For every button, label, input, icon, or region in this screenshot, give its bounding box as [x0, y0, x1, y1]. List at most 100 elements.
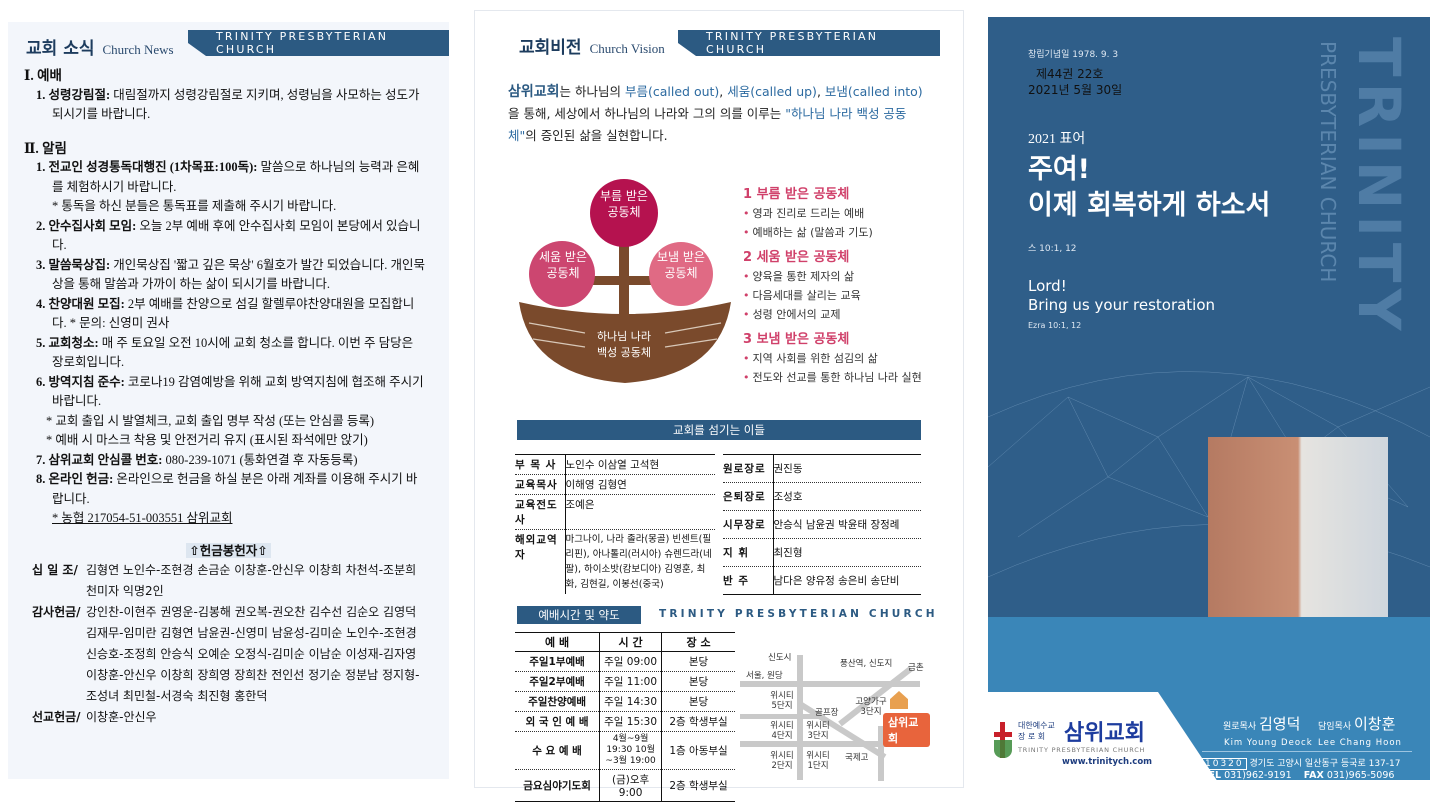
news-subtitle: Church News [102, 42, 174, 57]
diagram-right-label: 보냄 받은 공동체 [657, 250, 705, 280]
service-time: 4월~9월 19:30 10월~3월 19:00 [599, 731, 663, 770]
news-title-text: 교회 소식 [26, 39, 95, 59]
offering-type: 십 일 조/ [32, 563, 78, 577]
church-map: 신도시 풍산역, 신도지 금촌 서울, 원당 위시티 5단지 골프장 고양가구 … [740, 641, 930, 781]
diagram-left-label: 세움 받은 공동체 [539, 250, 587, 280]
map-label: 골프장 [815, 708, 839, 718]
map-road [740, 741, 890, 747]
offering-row: 선교헌금/이창훈-안신우 [8, 707, 449, 728]
point-heading: 1 부름 받은 공동체 [743, 187, 850, 202]
notice-note: * 교회 출입 시 발열체크, 교회 출입 명부 작성 (또는 안심콜 등록) [46, 413, 375, 428]
tel-number: 031)962-9191 [1224, 770, 1292, 780]
staff-role: 시무장로 [723, 510, 774, 539]
logo-church-name: 삼위교회 [1064, 721, 1145, 746]
staff-role: 지 휘 [723, 538, 774, 567]
notice-item: 2. 안수집사회 모임: 오늘 2부 예배 후에 안수집사회 모임이 본당에서 … [22, 217, 449, 256]
notice-item: 7. 삼위교회 안심콜 번호: 080-239-1071 (통화연결 후 자동등… [22, 451, 449, 471]
pastor-emeritus-name: 김영덕 [1259, 715, 1301, 733]
item-text: 080-239-1071 (통화연결 후 자동등록) [162, 452, 358, 467]
cross-horizontal [570, 276, 680, 285]
diagram-top-label: 부름 받은 공동체 [600, 189, 648, 219]
map-road [740, 714, 825, 719]
intro-text: 을 통해, 세상에서 하나님의 나라와 그의 의를 이루는 [508, 106, 786, 121]
point-item: 지역 사회를 위한 섬김의 삶 [743, 349, 922, 368]
item-label: 4. 찬양대원 모집: [36, 296, 125, 311]
column-header: 장 소 [661, 632, 735, 652]
logo-small1: 대한예수교 [1018, 721, 1055, 730]
table-row: 은퇴장로 조성호 [723, 482, 921, 511]
schedule-title: 예배시간 및 약도 [517, 606, 641, 624]
vertical-trinity: TRINITY [1345, 37, 1413, 337]
staff-names: 노인수 이삼열 고석현 [565, 454, 715, 475]
table-row: 원로장로 권진동 [723, 454, 921, 483]
postcode: 10320 [1202, 758, 1247, 770]
service-name: 주일1부예배 [515, 651, 601, 672]
service-place: 2층 학생부실 [661, 711, 735, 732]
bulletin-date: 2021년 5월 30일 [1028, 83, 1123, 97]
notice-item: 6. 방역지침 준수: 코로나19 감염예방을 위해 교회 방역지침에 협조해 … [22, 373, 449, 412]
bank-account: * 농협 217054-51-003551 삼위교회 [52, 511, 233, 525]
senior-pastor: 담임목사 이창훈 [1318, 713, 1395, 734]
service-time: 주일 09:00 [599, 651, 663, 672]
cover-panel: 창립기념일 1978. 9. 3 제44권 22호 2021년 5월 30일 2… [988, 17, 1430, 780]
staff-role: 부 목 사 [515, 454, 566, 475]
table-row: 반 주 남다은 양유정 송은비 송단비 [723, 566, 921, 595]
service-place: 본당 [661, 691, 735, 712]
staff-role: 교육전도사 [515, 494, 566, 530]
section-heading: Ⅰ. 예배 [24, 68, 62, 83]
item-text: 말씀으로 하나님의 능력과 은혜를 체험하시기 바랍니다. [52, 160, 420, 194]
offering-names: 강인찬-이현주 권영운-김봉해 권오복-권오찬 김수선 김순오 김영덕 김재무-… [86, 605, 420, 703]
fax-number: 031)965-5096 [1326, 770, 1395, 780]
motto-line1: 주여! [1028, 154, 1090, 185]
motto-label: 2021 표어 [1028, 132, 1086, 147]
map-label: 금촌 [908, 663, 924, 673]
notice-item: 4. 찬양대원 모집: 2부 예배를 찬양으로 섬길 할렐루야찬양대원을 모집합… [22, 295, 449, 334]
notice-note: * 예배 시 마스크 착용 및 안전거리 유지 (표시된 좌석에만 앉기) [46, 433, 368, 447]
point-item: 전도와 선교를 통한 하나님 나라 실현 [743, 368, 922, 387]
intro-text: , [719, 84, 728, 99]
vision-points: 1 부름 받은 공동체 영과 진리로 드리는 예배 예배하는 삶 (말씀과 기도… [743, 179, 922, 387]
staff-names: 안승식 남윤권 박윤태 장정례 [773, 510, 921, 539]
vertical-presbyterian-church: PRESBYTERIAN CHURCH [1316, 41, 1340, 283]
notice-item: 1. 전교인 성경통독대행진 (1차목표:100독): 말씀으로 하나님의 능력… [22, 158, 449, 197]
table-row: 주일2부예배 주일 11:00 본당 [515, 671, 735, 692]
intro-highlight: 세움(called up) [727, 84, 817, 99]
staff-names: 마그나이, 나라 졸라(몽골) 빈센트(필리핀), 아나톨리(러시아) 슈렌드라… [565, 534, 712, 590]
point-item: 영과 진리로 드리는 예배 [743, 204, 922, 223]
item-label: 1. 성령강림절: [36, 87, 111, 102]
staff-names: 이해영 김형연 [565, 474, 715, 495]
intro-text: 의 증인된 삶을 실현합니다. [525, 128, 668, 143]
church-cross-logo-icon [994, 722, 1012, 758]
boat-shape [519, 302, 731, 383]
pastor-emeritus-english: Kim Young Deock [1224, 738, 1313, 748]
logo-small2: 장 로 회 [1018, 732, 1046, 741]
map-label: 서울, 원당 [746, 671, 783, 681]
senior-pastor-label: 담임목사 [1318, 722, 1352, 732]
offering-names: 이창훈-안신우 [86, 710, 157, 724]
offering-type: 감사헌금/ [32, 605, 81, 619]
circle-called-up [529, 241, 595, 307]
point-heading: 3 보냄 받은 공동체 [743, 332, 850, 347]
offering-type: 선교헌금/ [32, 710, 81, 724]
map-label: 위시티 5단지 [770, 691, 794, 711]
notice-item: 5. 교회청소: 매 주 토요일 오전 10시에 교회 청소를 합니다. 이번 … [22, 334, 449, 373]
news-title: 교회 소식 Church News [26, 34, 174, 59]
table-row: 수 요 예 배 4월~9월 19:30 10월~3월 19:00 1층 아동부실 [515, 731, 735, 770]
tel-label: TEL [1202, 770, 1222, 780]
offering-row: 십 일 조/김형연 노인수-조현경 손금순 이창훈-안신우 이창희 차천석-조분… [8, 560, 449, 602]
pastor-emeritus: 원로목사 김영덕 [1223, 713, 1300, 734]
website-link[interactable]: www.trinitych.com [1062, 757, 1153, 767]
map-label: 위시티 3단지 [806, 721, 830, 741]
map-label: 풍산역, 신도지 [840, 659, 893, 669]
church-building-icon [890, 691, 908, 709]
staff-names: 권진동 [773, 454, 921, 483]
staff-names: 남다은 양유정 송은비 송단비 [773, 575, 900, 587]
column-header: 예 배 [515, 632, 601, 652]
map-label: 국제고 [845, 753, 869, 763]
offering-title-text: ⇧헌금봉헌자⇧ [186, 542, 271, 558]
map-road [797, 655, 803, 780]
staff-title: 교회를 섬기는 이들 [517, 420, 921, 440]
intro-text: , [816, 84, 825, 99]
service-name: 주일찬양예배 [515, 691, 601, 712]
